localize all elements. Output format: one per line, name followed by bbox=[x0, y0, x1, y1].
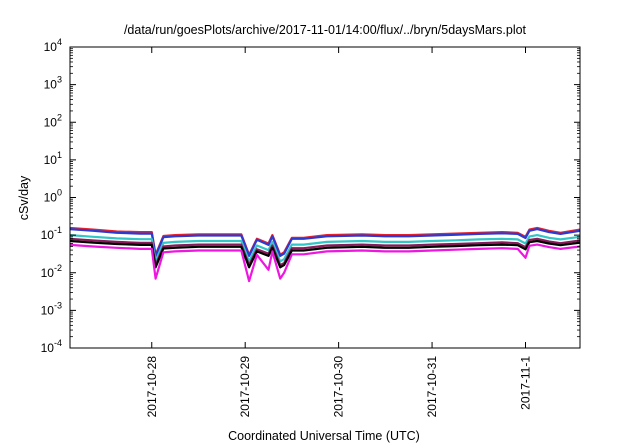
x-axis-title: Coordinated Universal Time (UTC) bbox=[228, 429, 420, 443]
y-tick-label: 10-1 bbox=[41, 225, 62, 242]
y-tick-label: 10-3 bbox=[41, 300, 62, 317]
series-line-5 bbox=[69, 239, 581, 269]
series-line-6 bbox=[69, 243, 581, 283]
y-tick-label: 104 bbox=[44, 37, 62, 54]
y-tick-label: 100 bbox=[44, 188, 62, 205]
y-tick-label: 102 bbox=[44, 112, 62, 129]
series-line-3 bbox=[69, 234, 581, 263]
x-tick-label: 2017-10-28 bbox=[145, 356, 159, 418]
series-line-2 bbox=[69, 228, 581, 257]
y-axis-title: cSv/day bbox=[17, 175, 31, 220]
x-tick-label: 2017-10-30 bbox=[332, 356, 346, 418]
y-tick-label: 101 bbox=[44, 150, 62, 167]
x-tick-label: 2017-10-29 bbox=[238, 356, 252, 418]
chart-title: /data/run/goesPlots/archive/2017-11-01/1… bbox=[124, 23, 527, 37]
x-tick-label: 2017-11-1 bbox=[518, 356, 532, 410]
y-tick-label: 103 bbox=[44, 75, 62, 92]
y-tick-label: 10-4 bbox=[41, 338, 62, 355]
x-tick-label: 2017-10-31 bbox=[425, 356, 439, 418]
y-tick-label: 10-2 bbox=[41, 263, 62, 280]
series-layer bbox=[69, 226, 581, 283]
plot-frame bbox=[69, 46, 581, 349]
ticks-layer: 104 103 102 101 100 10-1 10-2 10-3 10-4 2017-10-2… bbox=[41, 37, 580, 417]
